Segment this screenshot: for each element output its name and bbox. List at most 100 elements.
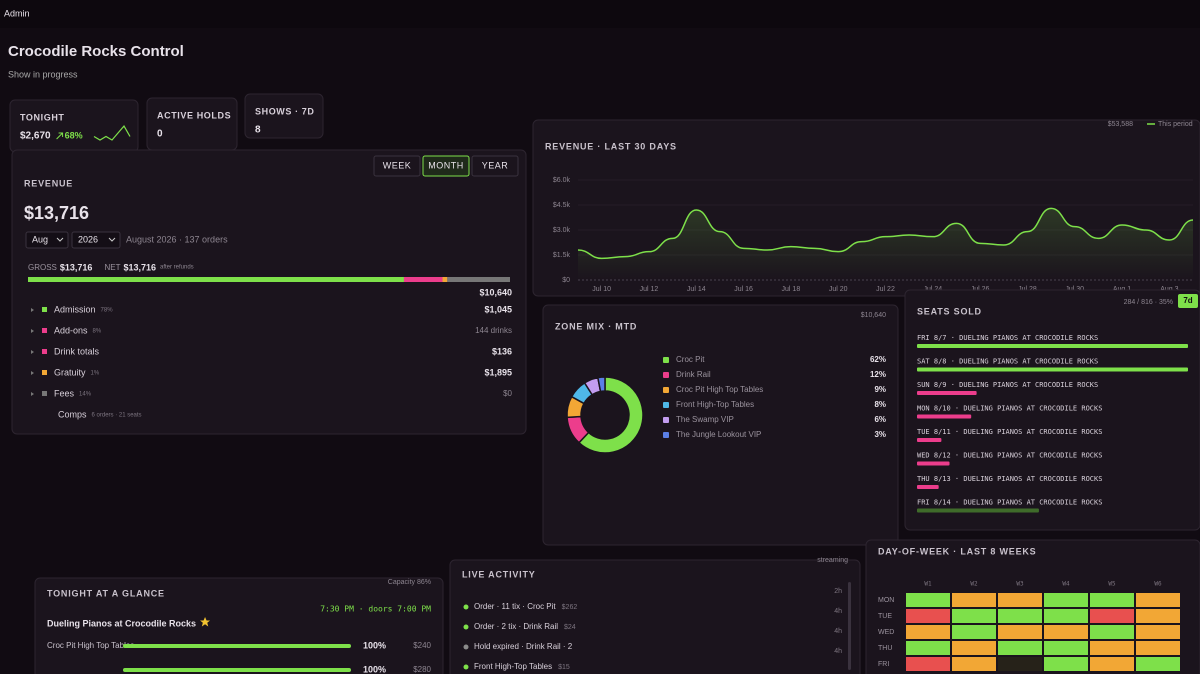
legend-label: The Jungle Lookout VIP: [676, 430, 761, 439]
month-select[interactable]: [25, 231, 69, 249]
x-tick-label: Jul 30: [1065, 286, 1084, 293]
card-background: [146, 97, 238, 151]
heat-cell: [952, 625, 996, 639]
heat-cell: [998, 625, 1042, 639]
legend-label: This period: [1158, 121, 1193, 128]
expand-caret[interactable]: [31, 308, 34, 312]
stream-status: streaming: [817, 557, 848, 564]
heat-cell: [1136, 641, 1180, 655]
revenue-summary: August 2026 · 137 orders: [126, 234, 228, 244]
zone-mix-card: ZONE MIX · MTD $10,640 Croc Pit 62% Drink Ra…: [542, 304, 899, 546]
period-tab-label: MONTH: [428, 160, 464, 170]
legend-swatch: [42, 391, 47, 396]
column-label: W6: [1154, 581, 1162, 588]
card-title: REVENUE · LAST 30 DAYS: [545, 141, 677, 151]
heat-cell: [906, 641, 950, 655]
expand-caret[interactable]: [31, 329, 34, 333]
row-label: Gratuity: [54, 367, 86, 377]
legend-swatch: [42, 370, 47, 375]
share-bar-total: $10,640: [479, 287, 512, 297]
seat-bar: [917, 344, 1188, 348]
kpi-change: 68%: [65, 130, 83, 140]
heat-cell: [952, 657, 996, 671]
period-tab[interactable]: [373, 155, 421, 177]
column-label: W4: [1062, 581, 1070, 588]
range-badge[interactable]: [1178, 294, 1198, 308]
card-background: [542, 304, 899, 546]
capacity-pct: 100%: [363, 640, 386, 650]
row-amount: $0: [503, 389, 512, 398]
card-title: SEATS SOLD: [917, 306, 982, 316]
period-tab[interactable]: [471, 155, 519, 177]
activity-text: Order · 2 tix · Drink Rail: [474, 622, 558, 631]
legend-label: The Swamp VIP: [676, 415, 734, 424]
y-tick-label: $4.5k: [553, 202, 571, 209]
legend-swatch: [663, 372, 669, 378]
seat-bar: [917, 485, 939, 489]
heat-cell: [1090, 641, 1134, 655]
period-tab[interactable]: [422, 155, 470, 177]
row-label: Fees: [54, 388, 75, 398]
kpi-sparkline: [93, 124, 131, 141]
star-icon: [200, 617, 211, 627]
expand-caret[interactable]: [31, 371, 34, 375]
revenue-card: REVENUE WEEK MONTH YEAR $13,716 Aug 2026 August…: [11, 149, 527, 435]
legend-label: Drink Rail: [676, 370, 711, 379]
card-background: [9, 99, 139, 153]
legend-share: 6%: [874, 415, 886, 424]
legend-swatch: [663, 387, 669, 393]
legend-swatch: [42, 307, 47, 312]
x-tick-label: Aug 3: [1160, 286, 1178, 293]
seat-row-label: THU 8/13 · DUELING PIANOS AT CROCODILE R…: [917, 475, 1102, 483]
heat-cell: [1044, 609, 1088, 623]
activity-amount: $15: [558, 664, 570, 671]
legend-share: 3%: [874, 430, 886, 439]
show-name: Dueling Pianos at Crocodile Rocks: [47, 618, 196, 628]
page-subtitle: Show in progress: [8, 69, 78, 79]
row-label: Comps: [58, 409, 87, 419]
zone-label: Croc Pit High Top Tables: [47, 641, 134, 650]
kpi-label: SHOWS · 7D: [255, 106, 315, 116]
seat-bar: [917, 391, 977, 395]
activity-text: Hold expired · Drink Rail · 2: [474, 642, 573, 651]
seat-row-label: FRI 8/14 · DUELING PIANOS AT CROCODILE R…: [917, 499, 1102, 507]
top-bar-label: Admin: [4, 8, 30, 18]
activity-amount: $24: [564, 624, 576, 631]
legend-label: Croc Pit: [676, 355, 705, 364]
activity-amount: $262: [562, 604, 578, 611]
expand-caret[interactable]: [31, 350, 34, 354]
row-label: Drink totals: [54, 346, 100, 356]
column-label: W2: [970, 581, 978, 588]
x-tick-label: Jul 10: [592, 286, 611, 293]
activity-age: 4h: [834, 628, 842, 635]
seats-sold-card: SEATS SOLD 284 / 816 · 35% 7d FRI 8/7 · DUE…: [904, 289, 1200, 531]
capacity-bar: [123, 668, 351, 672]
seat-row-label: TUE 8/11 · DUELING PIANOS AT CROCODILE R…: [917, 428, 1102, 436]
heat-cell: [1044, 657, 1088, 671]
heat-cell: [998, 593, 1042, 607]
y-tick-label: $1.5k: [553, 252, 571, 259]
revenue-total: $13,716: [24, 203, 89, 223]
seat-row-label: WED 8/12 · DUELING PIANOS AT CROCODILE R…: [917, 452, 1102, 460]
x-tick-label: Jul 14: [687, 286, 706, 293]
zone-amount: $240: [413, 641, 431, 650]
card-background: [244, 93, 324, 139]
heat-cell: [1136, 625, 1180, 639]
year-select[interactable]: [71, 231, 121, 249]
y-tick-label: $3.0k: [553, 227, 571, 234]
net-note: after refunds: [160, 265, 194, 271]
row-share: 8%: [93, 329, 102, 335]
heat-cell: [998, 657, 1042, 671]
activity-text: Front High-Top Tables: [474, 662, 552, 671]
zone-amount: $280: [413, 665, 431, 674]
expand-caret[interactable]: [31, 392, 34, 396]
tonight-card: TONIGHT AT A GLANCE Capacity 86% 7:30 PM ·…: [34, 577, 444, 674]
heat-cell: [906, 625, 950, 639]
column-label: W3: [1016, 581, 1024, 588]
card-title: TONIGHT AT A GLANCE: [47, 588, 165, 598]
column-label: W5: [1108, 581, 1116, 588]
net-label: NET: [104, 263, 120, 272]
legend-swatch: [663, 432, 669, 438]
legend-share: 12%: [870, 370, 886, 379]
